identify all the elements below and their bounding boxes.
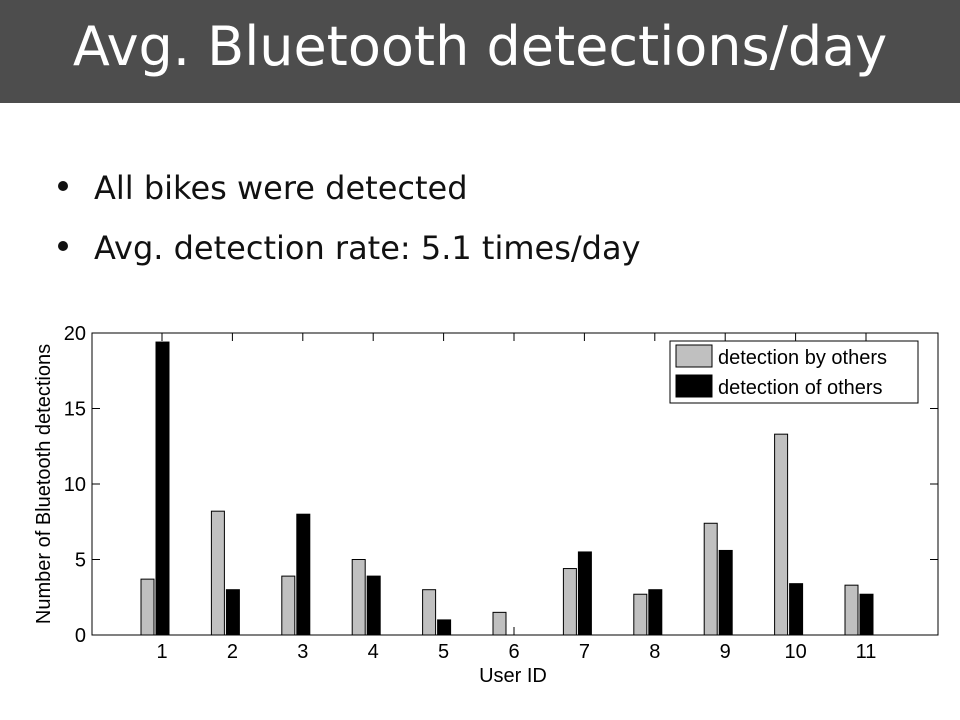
bar-detection-of-others [789, 583, 804, 636]
bar-detection-of-others [366, 575, 381, 636]
x-tick-label: 3 [297, 641, 308, 663]
x-tick-label: 2 [227, 641, 238, 663]
bullet-text: All bikes were detected [94, 169, 468, 207]
bar-detection-of-others [225, 589, 240, 636]
legend-swatch-of-others [675, 374, 713, 398]
bar-detection-by-others [703, 522, 718, 636]
legend-label-by-others: detection by others [718, 347, 887, 369]
bullet-text: Avg. detection rate: 5.1 times/day [94, 229, 641, 267]
x-tick-label: 5 [438, 641, 449, 663]
bar-chart: 0 5 10 15 20 1 2 3 4 5 6 7 8 9 10 11 User ID Number of… [33, 323, 939, 687]
bar-detection-of-others [859, 593, 874, 636]
bar-detection-by-others [422, 589, 437, 636]
slide-title: Avg. Bluetooth detections/day [72, 15, 888, 78]
x-axis-label: User ID [479, 665, 547, 687]
y-tick-label: 20 [64, 323, 86, 345]
x-tick-label: 7 [579, 641, 590, 663]
bar-detection-by-others [492, 611, 507, 636]
bar-detection-by-others [633, 593, 648, 636]
x-tick-label: 4 [368, 641, 379, 663]
bar-detection-by-others [844, 584, 859, 636]
legend-label-of-others: detection of others [718, 377, 883, 399]
y-axis: 0 5 10 15 20 [64, 323, 938, 647]
bar-detection-by-others [351, 559, 366, 636]
y-tick-label: 0 [75, 625, 86, 647]
legend-swatch-by-others [675, 344, 713, 368]
x-tick-label: 9 [720, 641, 731, 663]
bar-detection-of-others [718, 549, 733, 636]
x-tick-label: 1 [156, 641, 167, 663]
y-axis-label: Number of Bluetooth detections [33, 344, 55, 624]
bullet-dot-icon [58, 181, 68, 191]
bar-detection-by-others [140, 578, 155, 636]
bullet-dot-icon [58, 241, 68, 251]
legend: detection by others detection of others [669, 340, 919, 404]
x-tick-label: 8 [649, 641, 660, 663]
bar-detection-by-others [281, 575, 296, 636]
bar-detection-by-others [210, 510, 225, 636]
x-tick-label: 6 [508, 641, 519, 663]
y-tick-label: 10 [64, 474, 86, 496]
bar-detection-of-others [437, 619, 452, 636]
x-tick-label: 10 [784, 641, 806, 663]
y-tick-label: 5 [75, 550, 86, 572]
bar-detection-of-others [296, 513, 311, 636]
x-tick-label: 11 [856, 641, 877, 663]
bar-group [140, 341, 874, 636]
title-bar: Avg. Bluetooth detections/day [0, 0, 960, 103]
y-tick-label: 15 [64, 399, 86, 421]
bullet-list: All bikes were detected Avg. detection r… [58, 163, 641, 283]
bar-detection-by-others [774, 433, 789, 636]
bullet-item: Avg. detection rate: 5.1 times/day [58, 223, 641, 283]
bar-detection-of-others [648, 589, 663, 636]
bar-detection-of-others [155, 341, 170, 636]
bar-detection-of-others [577, 551, 592, 636]
bar-detection-by-others [562, 568, 577, 636]
bullet-item: All bikes were detected [58, 163, 641, 223]
